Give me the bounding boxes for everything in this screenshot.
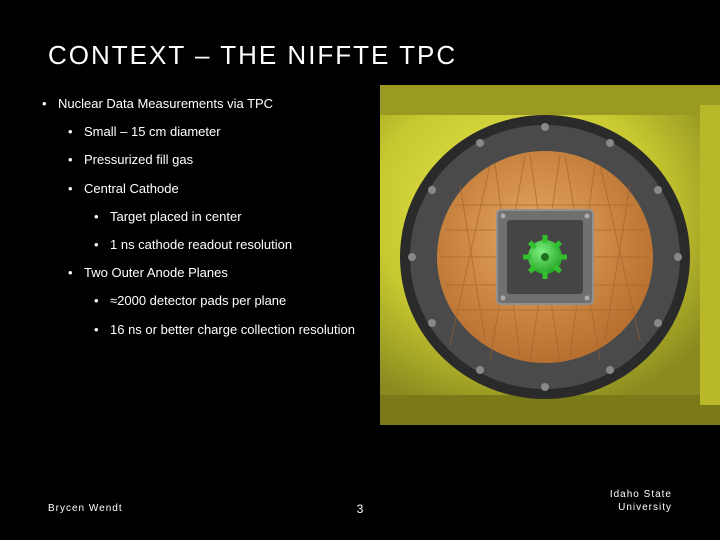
bullet-anode-1: 16 ns or better charge collection resolu…	[92, 321, 370, 339]
footer-affil-2: University	[610, 501, 672, 514]
footer-affiliation: Idaho State University	[610, 488, 672, 514]
image-area	[380, 95, 680, 488]
bullet-sub-0: Small – 15 cm diameter	[66, 123, 370, 141]
content-row: Nuclear Data Measurements via TPC Small …	[40, 95, 680, 488]
bullet-sub-2: Central Cathode	[66, 180, 370, 198]
bullet-cathode-0: Target placed in center	[92, 208, 370, 226]
footer-affil-1: Idaho State	[610, 488, 672, 501]
bullet-list: Nuclear Data Measurements via TPC Small …	[40, 95, 370, 488]
bullet-anode: Two Outer Anode Planes	[66, 264, 370, 282]
slide-title: CONTEXT – THE NIFFTE TPC	[48, 40, 680, 71]
bullet-anode-0: ≈2000 detector pads per plane	[92, 292, 370, 310]
bullet-cathode-1: 1 ns cathode readout resolution	[92, 236, 370, 254]
tpc-render-illustration	[380, 85, 720, 425]
footer-page-number: 3	[357, 502, 364, 516]
bullet-sub-1: Pressurized fill gas	[66, 151, 370, 169]
slide: CONTEXT – THE NIFFTE TPC Nuclear Data Me…	[0, 0, 720, 540]
footer-author: Brycen Wendt	[48, 503, 123, 514]
bullet-main: Nuclear Data Measurements via TPC	[40, 95, 370, 113]
